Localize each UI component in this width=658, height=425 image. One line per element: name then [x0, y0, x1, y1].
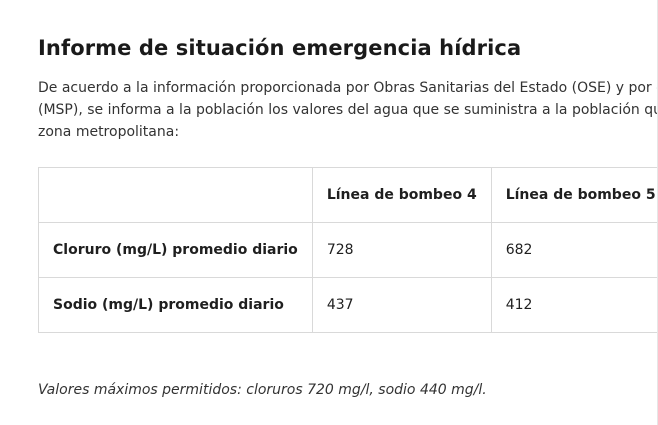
cell-sodio-linea-4: 437 [311, 277, 492, 333]
intro-line: zona metropolitana: [38, 124, 180, 140]
table-row: Cloruro (mg/L) promedio diario 728 682 [38, 222, 658, 278]
intro-line: De acuerdo a la información proporcionad… [38, 80, 658, 96]
row-label-sodio: Sodio (mg/L) promedio diario [38, 277, 313, 333]
page-title: Informe de situación emergencia hídrica [38, 36, 522, 60]
max-values-note: Valores máximos permitidos: cloruros 720… [38, 382, 487, 398]
table-header-linea-5: Línea de bombeo 5 [490, 167, 658, 223]
cell-sodio-linea-5: 412 [490, 277, 658, 333]
cell-cloruro-linea-5: 682 [490, 222, 658, 278]
row-label-cloruro: Cloruro (mg/L) promedio diario [38, 222, 313, 278]
table-header-row: Línea de bombeo 4 Línea de bombeo 5 [38, 167, 658, 223]
intro-line: (MSP), se informa a la población los val… [38, 102, 658, 118]
intro-paragraph: De acuerdo a la información proporcionad… [38, 77, 658, 143]
table-header-linea-4: Línea de bombeo 4 [311, 167, 492, 223]
cell-cloruro-linea-4: 728 [311, 222, 492, 278]
water-values-table: Línea de bombeo 4 Línea de bombeo 5 Clor… [38, 167, 658, 333]
table-header-empty [38, 167, 313, 223]
table-row: Sodio (mg/L) promedio diario 437 412 [38, 277, 658, 333]
